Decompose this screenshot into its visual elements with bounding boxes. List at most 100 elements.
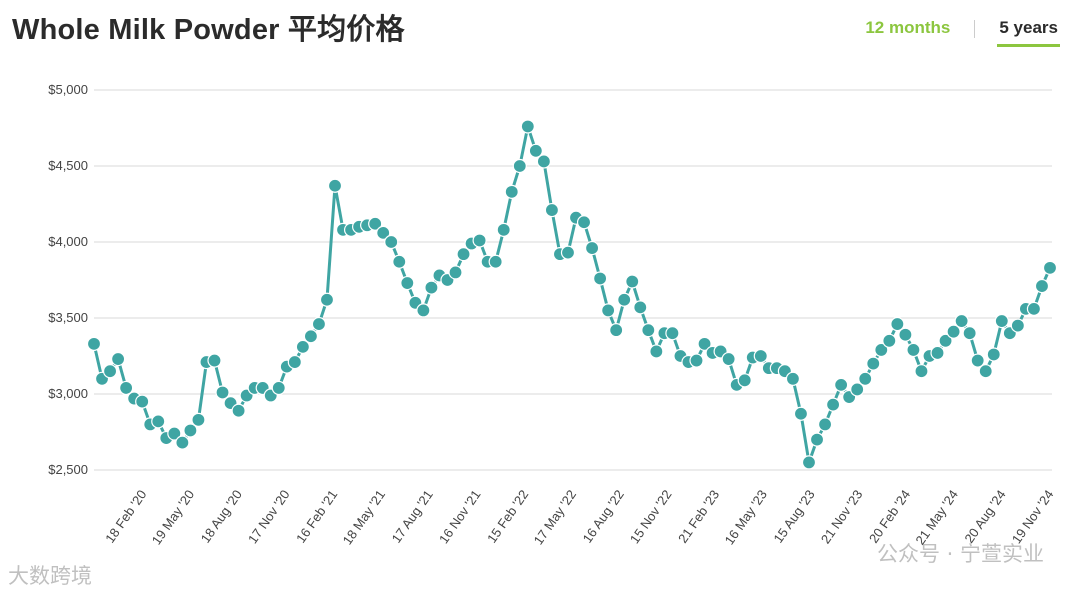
data-point bbox=[970, 353, 985, 368]
x-tick-label: 20 Feb '24 bbox=[866, 487, 913, 546]
x-tick-label: 17 May '22 bbox=[531, 487, 580, 547]
data-point bbox=[1042, 260, 1058, 275]
data-point bbox=[994, 313, 1009, 329]
data-point bbox=[1034, 278, 1050, 294]
y-tick-label: $5,000 bbox=[48, 82, 88, 97]
data-point bbox=[400, 275, 415, 291]
data-point bbox=[1026, 301, 1042, 316]
tab-5-years[interactable]: 5 years bbox=[997, 18, 1060, 47]
data-point bbox=[954, 313, 969, 329]
x-tick-label: 16 Aug '22 bbox=[580, 487, 627, 546]
data-point bbox=[986, 347, 1001, 362]
data-point bbox=[914, 364, 929, 379]
y-tick-label: $2,500 bbox=[48, 462, 88, 477]
x-tick-label: 18 May '21 bbox=[340, 487, 389, 547]
tab-separator bbox=[974, 20, 976, 38]
x-tick-label: 15 Feb '22 bbox=[484, 487, 531, 546]
data-point bbox=[392, 254, 407, 269]
data-point bbox=[793, 406, 809, 421]
x-tick-label: 18 Aug '20 bbox=[198, 487, 245, 546]
data-point bbox=[528, 143, 543, 158]
x-tick-label: 20 Aug '24 bbox=[961, 487, 1008, 546]
data-point bbox=[191, 412, 206, 427]
data-point bbox=[368, 216, 383, 231]
data-point bbox=[111, 351, 126, 367]
data-point bbox=[520, 119, 535, 134]
data-point bbox=[512, 158, 527, 174]
y-tick-label: $4,500 bbox=[48, 158, 88, 173]
data-point bbox=[737, 373, 752, 388]
data-point bbox=[697, 336, 712, 351]
data-point bbox=[504, 184, 519, 199]
data-point bbox=[456, 247, 471, 262]
x-tick-label: 19 May '20 bbox=[149, 487, 198, 547]
data-point bbox=[488, 254, 503, 269]
data-point bbox=[496, 222, 511, 237]
data-point bbox=[135, 394, 150, 409]
x-tick-label: 17 Aug '21 bbox=[389, 487, 436, 546]
data-point bbox=[448, 265, 463, 280]
x-tick-label: 17 Nov '20 bbox=[245, 487, 293, 546]
y-tick-label: $3,000 bbox=[48, 386, 88, 401]
data-point bbox=[962, 326, 977, 341]
x-tick-label: 18 Feb '20 bbox=[102, 487, 149, 546]
data-point bbox=[576, 215, 592, 230]
data-point bbox=[753, 348, 768, 364]
data-point bbox=[978, 364, 993, 379]
data-point bbox=[721, 351, 736, 367]
data-point bbox=[560, 245, 576, 260]
data-point bbox=[327, 178, 343, 193]
data-point bbox=[271, 380, 286, 396]
x-tick-label: 15 Nov '22 bbox=[627, 487, 675, 546]
x-tick-label: 16 Nov '21 bbox=[436, 487, 484, 546]
data-point bbox=[102, 364, 118, 379]
data-point bbox=[858, 371, 873, 386]
data-point bbox=[609, 323, 624, 338]
data-point bbox=[601, 303, 616, 318]
data-point bbox=[890, 316, 905, 332]
period-tabs: 12 months 5 years bbox=[863, 18, 1060, 47]
data-point bbox=[649, 344, 664, 359]
data-point bbox=[689, 353, 704, 368]
data-point bbox=[287, 354, 302, 370]
data-point bbox=[424, 280, 439, 295]
data-point bbox=[175, 435, 190, 450]
data-point bbox=[384, 234, 399, 250]
watermark-left: 大数跨境 bbox=[8, 564, 92, 588]
data-point bbox=[946, 324, 961, 339]
data-point bbox=[785, 371, 801, 386]
data-point bbox=[215, 385, 230, 400]
data-point bbox=[633, 300, 648, 315]
data-point bbox=[817, 417, 833, 432]
data-point bbox=[86, 336, 102, 351]
data-point bbox=[850, 382, 865, 397]
data-point bbox=[303, 329, 319, 344]
data-point bbox=[665, 326, 680, 341]
data-point bbox=[319, 292, 335, 307]
data-point bbox=[809, 432, 825, 447]
data-point bbox=[376, 225, 391, 240]
data-point bbox=[825, 397, 841, 412]
page-title: Whole Milk Powder 平均价格 bbox=[12, 14, 405, 46]
data-point bbox=[1010, 318, 1025, 333]
data-point bbox=[151, 414, 166, 429]
data-point bbox=[311, 316, 327, 332]
data-point bbox=[584, 240, 600, 256]
data-point bbox=[593, 271, 608, 286]
data-point bbox=[231, 403, 246, 418]
x-tick-label: 16 May '23 bbox=[722, 487, 771, 547]
data-point bbox=[167, 426, 182, 441]
tab-12-months[interactable]: 12 months bbox=[865, 18, 951, 37]
data-point bbox=[882, 333, 897, 348]
data-point bbox=[898, 327, 913, 342]
y-tick-label: $3,500 bbox=[48, 310, 88, 325]
data-point bbox=[416, 303, 431, 318]
data-point bbox=[544, 202, 560, 218]
data-point bbox=[801, 455, 817, 470]
data-point bbox=[536, 154, 551, 169]
data-point bbox=[119, 380, 134, 396]
data-point bbox=[906, 342, 921, 358]
x-tick-label: 21 Feb '23 bbox=[675, 487, 722, 546]
data-point bbox=[183, 423, 198, 438]
